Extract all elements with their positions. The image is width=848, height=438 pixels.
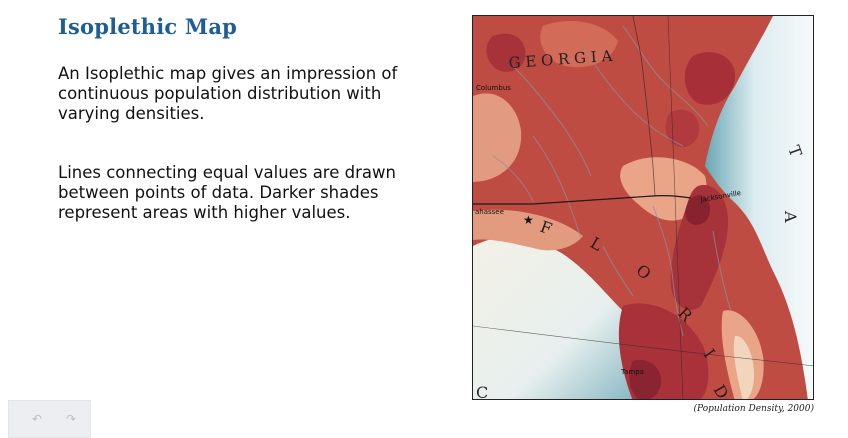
density-zone-high [670, 185, 728, 310]
page-title: Isoplethic Map [58, 14, 238, 39]
label-atlantic-letter: A [781, 210, 800, 223]
description-paragraph: An Isoplethic map gives an impression of… [58, 64, 398, 123]
density-zone-high [684, 52, 735, 105]
explanation-paragraph: Lines connecting equal values are drawn … [58, 163, 396, 222]
density-zone-highest [685, 194, 711, 225]
label-gulf-letter: C [476, 383, 488, 400]
atlantic-ocean [705, 16, 813, 399]
density-zone-low [540, 21, 618, 68]
state-border [473, 195, 692, 205]
density-zone-lowest [733, 335, 755, 399]
map-caption: (Population Density, 2000) [693, 404, 814, 414]
label-columbus: Columbus [476, 84, 511, 92]
density-zone-low [473, 209, 583, 251]
density-zone-highest [629, 359, 662, 399]
density-zone-low [473, 93, 522, 182]
slide-navigation: ↶ ↷ [8, 400, 91, 438]
capital-star-icon: ★ [523, 213, 534, 227]
label-tallahassee: ahassee [475, 208, 504, 216]
rivers [492, 25, 732, 337]
graticule [473, 16, 813, 399]
density-zone-high [486, 33, 526, 72]
density-zone-high [665, 109, 700, 148]
state-border [632, 16, 656, 197]
previous-slide-icon[interactable]: ↶ [31, 412, 43, 426]
gulf-of-mexico [473, 237, 645, 399]
label-tampa: Tampa [620, 368, 644, 376]
density-zone-low [620, 157, 707, 221]
next-slide-icon[interactable]: ↷ [65, 412, 77, 426]
isoplethic-map: ★ G E O R G I A Columbus ahassee Jackson… [472, 15, 814, 400]
